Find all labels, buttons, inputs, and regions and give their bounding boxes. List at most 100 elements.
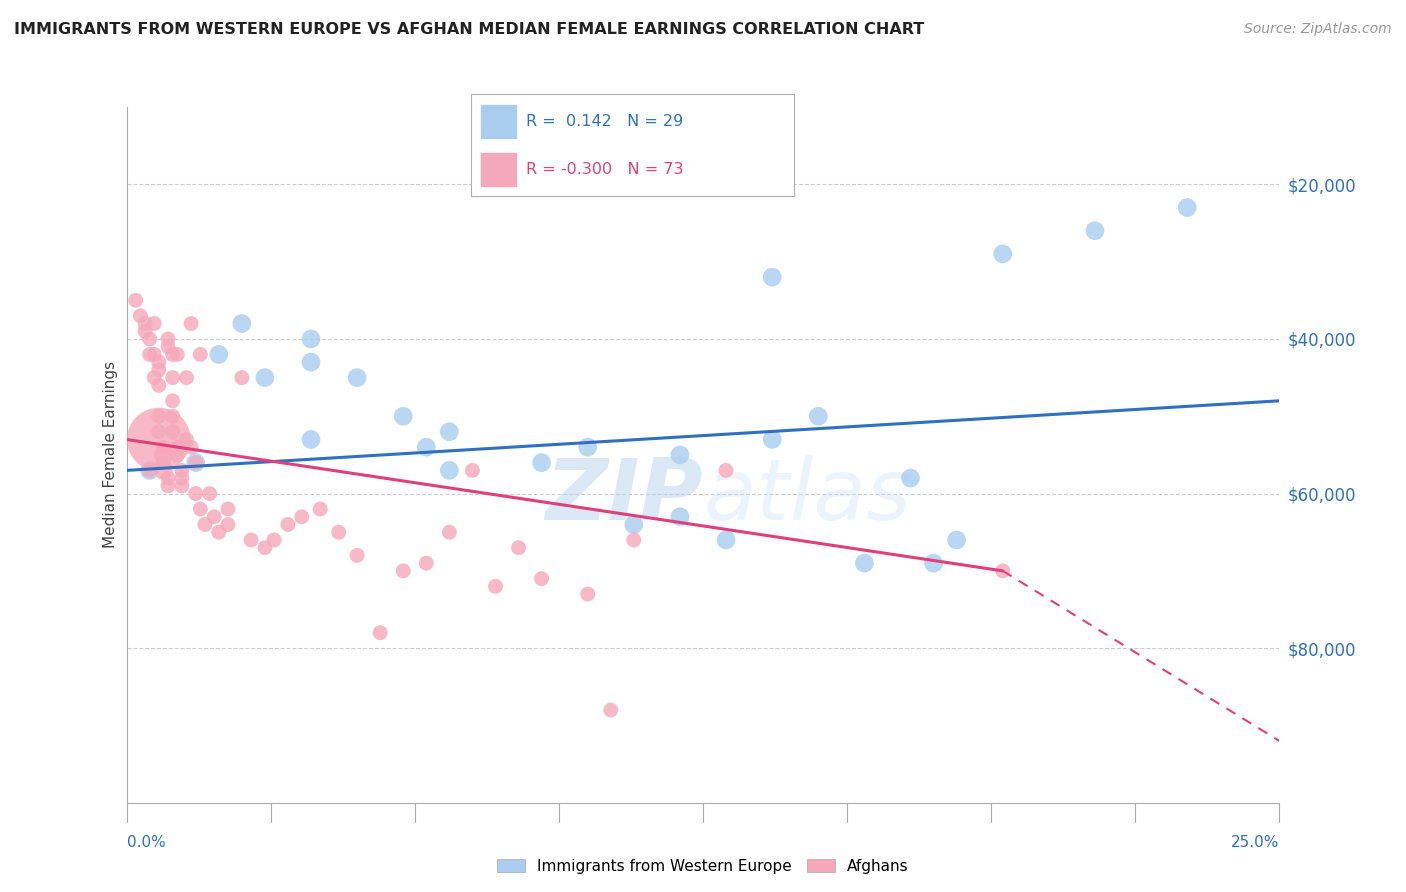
Text: R =  0.142   N = 29: R = 0.142 N = 29 (526, 114, 683, 128)
Point (162, 370, 184, 384)
Y-axis label: Median Female Earnings: Median Female Earnings (103, 361, 118, 549)
Point (277, 517, 299, 532)
Bar (481, 153, 516, 186)
Point (208, 525, 231, 540)
Point (1084, 224, 1107, 238)
Point (217, 517, 239, 532)
Point (346, 549, 368, 563)
Point (576, 440, 599, 454)
Point (170, 471, 193, 485)
Point (599, 703, 621, 717)
Text: Source: ZipAtlas.com: Source: ZipAtlas.com (1244, 22, 1392, 37)
Point (576, 587, 599, 601)
Point (669, 509, 692, 524)
Point (853, 556, 876, 570)
Point (157, 479, 180, 493)
Point (368, 625, 391, 640)
Point (231, 370, 253, 384)
Point (669, 448, 692, 462)
Text: IMMIGRANTS FROM WESTERN EUROPE VS AFGHAN MEDIAN FEMALE EARNINGS CORRELATION CHAR: IMMIGRANTS FROM WESTERN EUROPE VS AFGHAN… (14, 22, 924, 37)
Point (125, 293, 148, 308)
Point (484, 579, 506, 593)
Point (170, 479, 193, 493)
Point (253, 370, 276, 384)
Point (392, 409, 415, 424)
Point (291, 509, 314, 524)
Point (180, 317, 202, 331)
Point (148, 425, 170, 439)
Point (162, 393, 184, 408)
Point (714, 533, 737, 547)
Point (157, 340, 180, 354)
Point (170, 463, 193, 477)
Point (392, 564, 415, 578)
Point (157, 332, 180, 346)
Point (134, 324, 156, 338)
Bar (481, 105, 516, 137)
Point (152, 456, 174, 470)
Point (439, 525, 461, 540)
Point (184, 486, 207, 500)
Point (143, 347, 166, 361)
Point (143, 370, 166, 384)
Point (530, 572, 553, 586)
Point (134, 317, 156, 331)
Point (439, 463, 461, 477)
Text: 25.0%: 25.0% (1232, 836, 1279, 850)
Point (162, 347, 184, 361)
Point (761, 270, 783, 285)
Point (253, 541, 276, 555)
Point (415, 556, 437, 570)
Point (148, 433, 170, 447)
Point (176, 370, 198, 384)
Point (623, 533, 645, 547)
Point (166, 440, 188, 454)
Point (188, 347, 211, 361)
Point (176, 433, 198, 447)
Point (157, 471, 180, 485)
Point (184, 456, 207, 470)
Point (309, 502, 332, 516)
Point (415, 440, 437, 454)
Text: atlas: atlas (703, 455, 911, 538)
Point (508, 541, 530, 555)
Point (180, 440, 202, 454)
Text: R = -0.300   N = 73: R = -0.300 N = 73 (526, 162, 683, 178)
Point (299, 433, 322, 447)
Point (1175, 201, 1198, 215)
Text: ZIP: ZIP (546, 455, 703, 538)
Legend: Immigrants from Western Europe, Afghans: Immigrants from Western Europe, Afghans (491, 853, 915, 880)
Point (900, 471, 922, 485)
Point (530, 456, 553, 470)
Point (166, 448, 188, 462)
Point (148, 409, 170, 424)
Point (240, 533, 263, 547)
Text: 0.0%: 0.0% (127, 836, 166, 850)
Point (217, 502, 239, 516)
Point (299, 355, 322, 369)
Point (991, 247, 1014, 261)
Point (346, 370, 368, 384)
Point (945, 533, 967, 547)
Point (138, 463, 160, 477)
Point (162, 409, 184, 424)
Point (129, 309, 152, 323)
Point (148, 363, 170, 377)
Point (922, 556, 945, 570)
Point (461, 463, 484, 477)
Point (328, 525, 350, 540)
Point (439, 425, 461, 439)
Point (761, 433, 783, 447)
Point (194, 517, 217, 532)
Point (714, 463, 737, 477)
Point (202, 509, 225, 524)
Point (162, 425, 184, 439)
Point (138, 332, 160, 346)
Point (166, 347, 188, 361)
Point (807, 409, 830, 424)
Point (623, 517, 645, 532)
Point (152, 463, 174, 477)
Point (299, 332, 322, 346)
Point (152, 448, 174, 462)
Point (184, 456, 207, 470)
